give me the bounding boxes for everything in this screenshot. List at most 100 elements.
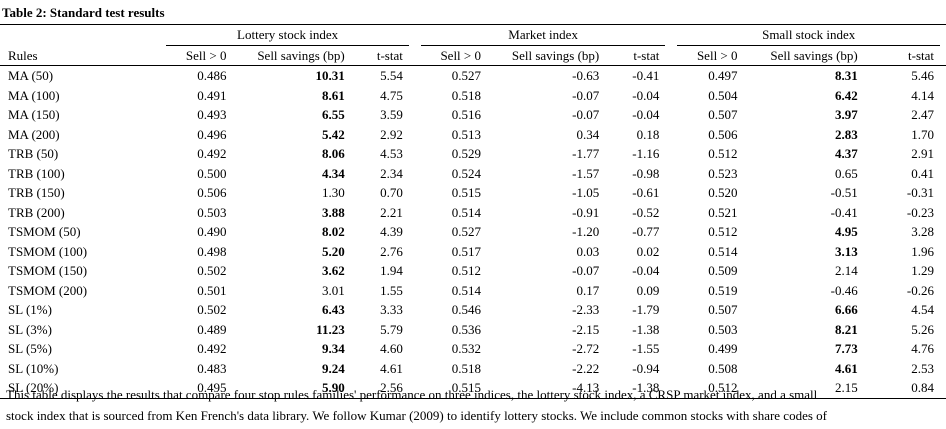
table-cell: -1.57 xyxy=(572,165,600,181)
table-cell: -4.13 xyxy=(493,378,612,399)
table-cell: 0.483 xyxy=(197,360,227,376)
table-cell: 0.502 xyxy=(197,263,227,278)
table-cell: 4.61 xyxy=(750,359,870,379)
table-cell: -1.77 xyxy=(572,146,600,161)
table-cell: 0.512 xyxy=(671,378,750,399)
table-cell: -1.05 xyxy=(572,185,600,200)
table-cell: 3.59 xyxy=(380,107,403,122)
table-cell: 3.97 xyxy=(750,105,870,125)
table-cell: 3.88 xyxy=(238,203,356,223)
table-cell: 0.527 xyxy=(451,68,481,83)
table-cell: 4.75 xyxy=(380,87,403,103)
table-cell: 2.83 xyxy=(750,125,870,145)
results-table: Lottery stock index Market index Small s… xyxy=(0,24,946,399)
table-cell: -0.26 xyxy=(906,282,934,298)
group-header-market: Market index xyxy=(420,25,666,46)
table-cell: -0.52 xyxy=(632,204,660,220)
table-cell: -0.41 xyxy=(830,204,858,220)
table-row: MA (150) 0.493 6.55 3.59 0.516 -0.07 -0.04 0.50… xyxy=(0,105,946,125)
table-cell: -0.07 xyxy=(572,263,600,278)
table-cell: 0.514 xyxy=(451,204,481,220)
rule-name: TSMOM (150) xyxy=(8,263,88,278)
table-cell: 2.53 xyxy=(911,360,934,376)
table-cell: -1.38 xyxy=(611,378,672,399)
significant-value: 4.95 xyxy=(835,224,858,239)
table-cell: 6.55 xyxy=(238,105,356,125)
table-cell: 1.55 xyxy=(380,282,403,298)
significant-value: 6.42 xyxy=(835,87,858,103)
column-header: Sell savings (bp) xyxy=(238,45,357,66)
table-row: TSMOM (200) 0.501 3.01 1.55 0.514 0.17 0.09 0.5… xyxy=(0,281,946,301)
table-cell: 0.509 xyxy=(708,263,738,278)
table-cell: 0.491 xyxy=(197,87,227,103)
significant-value: 7.73 xyxy=(835,341,858,356)
rule-name: SL (3%) xyxy=(8,321,52,337)
table-cell: 3.62 xyxy=(238,261,356,281)
table-cell: 0.34 xyxy=(576,126,600,142)
table-cell: 0.512 xyxy=(708,224,738,239)
table-cell: -0.04 xyxy=(632,107,660,122)
table-cell: 3.28 xyxy=(911,224,934,239)
table-cell: -1.79 xyxy=(632,302,660,317)
table-cell: 0.09 xyxy=(636,282,660,298)
table-cell: 0.03 xyxy=(576,243,600,259)
table-cell: 5.79 xyxy=(380,321,403,337)
table-row: TSMOM (100) 0.498 5.20 2.76 0.517 0.03 0.02 0.5… xyxy=(0,242,946,262)
rule-name: TSMOM (50) xyxy=(8,224,81,239)
table-title: Table 2: Standard test results xyxy=(2,5,165,20)
rule-name: TRB (50) xyxy=(8,146,59,161)
table-cell: -0.07 xyxy=(572,107,600,122)
table-cell: 0.489 xyxy=(197,321,227,337)
table-cell: 1.29 xyxy=(911,263,934,278)
table-cell: 2.47 xyxy=(911,107,934,122)
table-cell: -0.61 xyxy=(632,185,660,200)
significant-value: 3.97 xyxy=(835,107,858,122)
table-cell: 9.24 xyxy=(238,359,356,379)
table-cell: 5.90 xyxy=(238,378,357,399)
table-row: SL (1%) 0.502 6.43 3.33 0.546 -2.33 -1.79 0.507… xyxy=(0,300,946,320)
significant-value: 9.24 xyxy=(321,360,345,376)
table-cell: 0.41 xyxy=(911,165,934,181)
table-cell: 2.14 xyxy=(835,263,858,278)
table-cell: 0.500 xyxy=(197,165,227,181)
table-cell: 2.34 xyxy=(380,165,403,181)
table-cell: 8.06 xyxy=(238,144,356,164)
significant-value: 3.13 xyxy=(835,243,858,259)
table-cell: 0.513 xyxy=(451,126,481,142)
table-cell: 0.02 xyxy=(636,243,660,259)
column-header: t-stat xyxy=(869,45,946,66)
table-cell: 0.501 xyxy=(197,282,227,298)
table-cell: 4.61 xyxy=(380,360,403,376)
significant-value: 8.02 xyxy=(321,224,345,239)
table-row: SL (10%) 0.483 9.24 4.61 0.518 -2.22 -0.94 0.50… xyxy=(0,359,946,379)
table-cell: 0.506 xyxy=(197,185,227,200)
rule-name: SL (10%) xyxy=(8,360,59,376)
significant-value: 5.42 xyxy=(321,126,345,142)
table-cell: 8.31 xyxy=(750,66,870,86)
table-cell: 11.23 xyxy=(238,320,356,340)
table-cell: 2.21 xyxy=(380,204,403,220)
table-caption: This table displays the results that com… xyxy=(6,384,944,426)
table-cell: -1.16 xyxy=(632,146,660,161)
table-cell: 2.91 xyxy=(911,146,934,161)
table-cell: 0.546 xyxy=(451,302,481,317)
table-cell: 6.42 xyxy=(750,86,870,106)
table-cell: 0.518 xyxy=(451,87,481,103)
table-cell: 4.95 xyxy=(750,222,870,242)
table-cell: -1.55 xyxy=(632,341,660,356)
table-cell: 4.34 xyxy=(238,164,356,184)
column-header: Rules xyxy=(0,45,161,66)
significant-value: 4.61 xyxy=(835,360,858,376)
rule-name: SL (20%) xyxy=(0,378,161,399)
table-cell: 0.512 xyxy=(451,263,481,278)
table-cell: 4.14 xyxy=(911,87,934,103)
table-cell: 10.31 xyxy=(238,66,356,86)
column-header-row: Rules Sell > 0 Sell savings (bp) t-stat Sell… xyxy=(0,45,946,66)
table-row: SL (3%) 0.489 11.23 5.79 0.536 -2.15 -1.38 0.50… xyxy=(0,320,946,340)
table-cell: 4.39 xyxy=(380,224,403,239)
table-row: MA (100) 0.491 8.61 4.75 0.518 -0.07 -0.04 0.50… xyxy=(0,86,946,106)
group-header-lottery: Lottery stock index xyxy=(166,25,409,46)
column-header: Sell > 0 xyxy=(671,45,750,66)
significant-value: 3.62 xyxy=(321,263,345,278)
table-cell: 0.497 xyxy=(708,68,738,83)
